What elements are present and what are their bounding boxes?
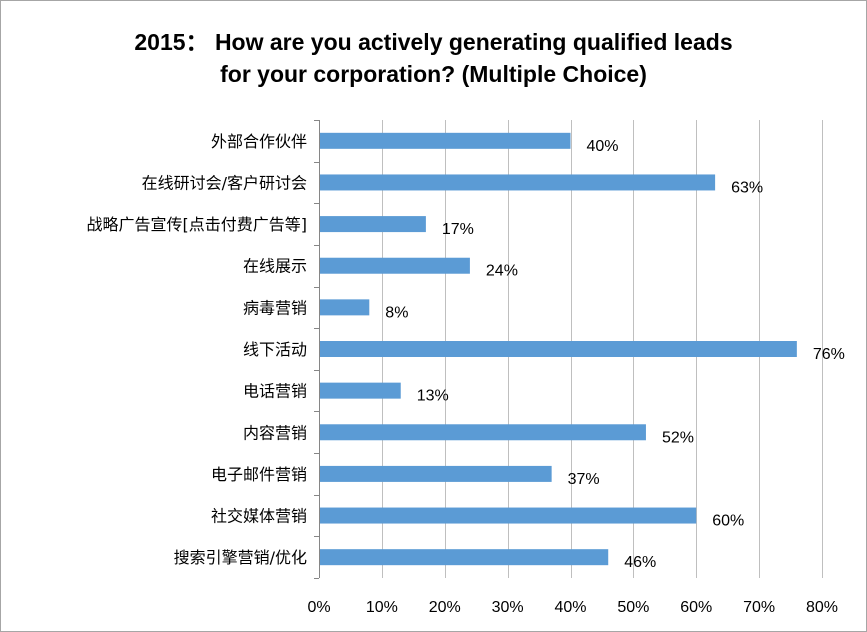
- data-label: 24%: [486, 263, 518, 280]
- data-label: 63%: [731, 179, 763, 196]
- x-tick-label: 80%: [806, 599, 838, 616]
- bar: [320, 299, 370, 316]
- category-label: 电话营销: [243, 382, 307, 401]
- data-label: 52%: [662, 429, 694, 446]
- category-label: 社交媒体营销: [211, 507, 307, 526]
- chart-title-line-2: for your corporation? (Multiple Choice): [220, 61, 647, 87]
- category-label: 搜索引擎营销/优化: [174, 548, 307, 567]
- x-tick-label: 0%: [307, 599, 330, 616]
- data-label: 76%: [813, 346, 845, 363]
- category-label: 内容营销: [243, 423, 307, 442]
- bar: [320, 341, 797, 357]
- bar: [320, 257, 470, 274]
- x-tick-label: 30%: [492, 599, 524, 616]
- data-label: 40%: [587, 138, 619, 155]
- bar: [320, 549, 609, 566]
- bar: [320, 132, 571, 149]
- data-label: 46%: [624, 554, 656, 571]
- bar: [320, 174, 716, 191]
- data-label: 13%: [417, 388, 449, 405]
- x-tick-label: 60%: [680, 599, 712, 616]
- chart-title-line-1: 2015： How are you actively generating qu…: [134, 29, 733, 55]
- data-label: 60%: [712, 513, 744, 530]
- bar: [320, 424, 646, 441]
- category-label: 电子邮件营销: [211, 465, 307, 484]
- data-label: 17%: [442, 221, 474, 238]
- category-label: 病毒营销: [243, 298, 307, 317]
- category-label: 在线展示: [243, 257, 307, 276]
- category-label: 在线研讨会/客户研讨会: [142, 173, 307, 192]
- bar: [320, 465, 552, 482]
- category-label: 战略广告宣传[点击付费广告等]: [87, 215, 308, 234]
- chart-title: 2015： How are you actively generating qu…: [0, 26, 867, 90]
- data-label: 37%: [568, 471, 600, 488]
- bar: [320, 382, 401, 399]
- x-tick-label: 50%: [617, 599, 649, 616]
- category-label: 线下活动: [243, 340, 307, 359]
- bar: [320, 507, 697, 524]
- x-tick-label: 20%: [429, 599, 461, 616]
- data-label: 8%: [385, 304, 408, 321]
- category-label: 外部合作伙伴: [211, 132, 307, 151]
- bar: [320, 216, 426, 233]
- x-tick-label: 10%: [366, 599, 398, 616]
- x-tick-label: 70%: [743, 599, 775, 616]
- x-tick-label: 40%: [554, 599, 586, 616]
